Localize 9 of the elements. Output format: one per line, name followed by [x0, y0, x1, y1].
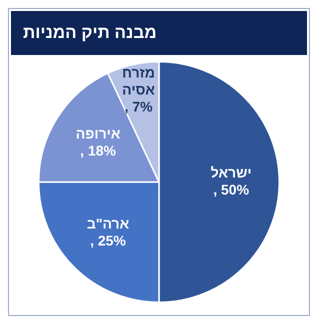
slice-label: אירופה	[76, 126, 121, 142]
data-label: , 50%	[213, 181, 250, 198]
chart-title: מבנה תיק המניות	[23, 23, 157, 43]
data-label: , 7%	[124, 98, 154, 114]
data-label: , 25%	[90, 232, 126, 248]
slice-label: ישראל	[210, 164, 252, 180]
slice-label: ארה"ב	[86, 215, 130, 232]
data-label: , 18%	[80, 142, 117, 159]
slice-label: מזרח אסיה	[122, 64, 156, 98]
